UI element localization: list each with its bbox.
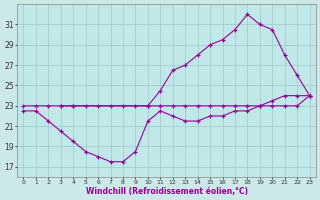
- X-axis label: Windchill (Refroidissement éolien,°C): Windchill (Refroidissement éolien,°C): [85, 187, 248, 196]
